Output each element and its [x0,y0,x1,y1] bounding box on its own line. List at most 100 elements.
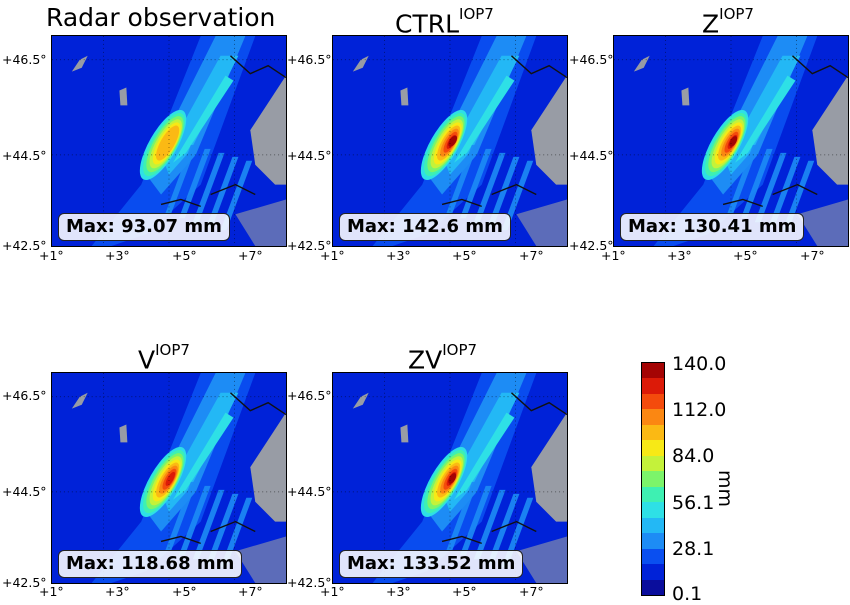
precip-field [333,373,567,583]
precip-streak [446,481,478,552]
colorbar-tick-label: 112.0 [672,399,727,421]
land-mass [531,75,567,185]
precip-streak [487,156,520,227]
precip-core [448,473,457,484]
panel-title-superscript: IOP7 [155,341,190,359]
lon-tick: +1° [320,248,345,263]
land-mass [235,199,286,246]
colorbar-segment [642,470,664,487]
lon-tick: +3° [667,248,692,263]
colorbar-segment [642,562,664,580]
land-mass [400,424,409,443]
lat-tick: +42.5° [287,238,332,253]
panel-title-text: V [138,345,156,375]
precip-streak [473,152,506,223]
colorbar-segment [642,547,664,565]
panel-title-superscript: IOP7 [442,341,478,359]
precip-streak [192,489,225,560]
panel-title-superscript: IOP7 [459,5,494,23]
precip-streak [206,493,239,564]
coastline [160,392,286,545]
panel-title-z: ZIOP7 [702,4,754,38]
panel-title-text: Radar observation [46,3,276,32]
lon-tick: +3° [105,584,130,599]
lat-tick: +46.5° [2,388,47,403]
colorbar-segment [642,516,664,534]
colorbar [641,362,665,596]
precip-streak [727,144,759,215]
land-mass [681,87,690,106]
colorbar-segment [642,408,664,425]
land-mass [250,75,286,185]
land-mass [812,75,848,185]
max-annotation: Max: 93.07 mm [58,213,230,241]
panel-title-ctrl: CTRLIOP7 [395,4,494,38]
lat-tick: +44.5° [2,148,47,163]
lat-tick: +42.5° [2,238,47,253]
panel-title-radar: Radar observation [46,4,275,32]
lon-tick: +7° [800,248,825,263]
precip-streak [754,152,787,223]
land-mass [119,87,128,106]
colorbar-tick-label: 28.1 [672,538,715,560]
land-mass [119,424,128,443]
panel-title-text: ZV [408,345,443,375]
panel-title-text: Z [702,9,720,39]
lon-tick: +7° [238,584,263,599]
colorbar-segment [642,454,664,472]
precip-streak [165,481,197,552]
precip-streak [220,160,253,231]
land-mass [250,412,286,522]
precip-band [453,412,515,500]
colorbar-segment [642,439,664,456]
colorbar-segment [642,501,664,518]
lat-tick: +46.5° [569,52,614,67]
lon-tick: +3° [105,248,130,263]
lon-tick: +7° [519,584,544,599]
colorbar-segment [642,485,664,503]
land-mass [531,412,567,522]
panel-title-v: VIOP7 [138,340,190,374]
precip-streak [782,160,815,231]
lon-tick: +3° [386,584,411,599]
precip-core [156,125,180,161]
lat-tick: +44.5° [287,148,332,163]
colorbar-segment [642,423,664,441]
coastline [441,55,567,208]
land-mass [516,536,567,583]
colorbar-tick-label: 56.1 [672,492,715,514]
map-panel-radar: Max: 93.07 mm [51,35,287,247]
map-panel-ctrl: Max: 142.6 mm [332,35,568,247]
precip-core [729,136,738,147]
lat-tick: +42.5° [569,238,614,253]
lon-tick: +7° [238,248,263,263]
lat-tick: +44.5° [569,148,614,163]
lon-tick: +5° [452,584,477,599]
precip-band [172,412,234,500]
precip-band [172,75,234,163]
precip-core [449,135,458,147]
max-annotation: Max: 142.6 mm [339,213,511,241]
precip-streak [165,144,197,215]
precip-streak [206,156,239,227]
precip-field [333,36,567,246]
precip-streak [487,493,520,564]
precip-streak [192,152,225,223]
lon-tick: +5° [733,248,758,263]
precip-band [453,75,515,163]
land-mass [400,87,409,106]
colorbar-segment [642,531,664,549]
colorbar-segment [642,578,664,595]
precip-band [734,75,796,163]
map-panel-zv: Max: 133.52 mm [332,372,568,584]
lon-tick: +5° [172,248,197,263]
precip-streak [501,160,534,231]
precip-streak [768,156,801,227]
colorbar-tick-label: 0.1 [672,583,703,605]
colorbar-tick-label: 140.0 [672,353,727,375]
colorbar-segment [642,377,664,394]
land-mass [797,199,848,246]
colorbar-segment [642,363,664,379]
max-annotation: Max: 133.52 mm [339,550,524,578]
coastline [160,55,286,208]
